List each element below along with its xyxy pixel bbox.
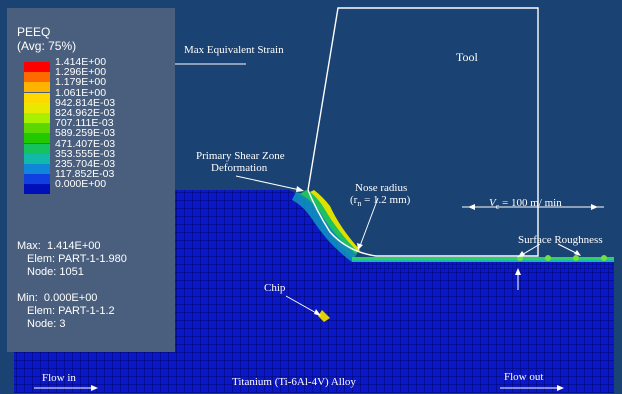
tool-label: Tool — [456, 50, 478, 64]
legend-value: 1.061E+00 — [55, 86, 107, 99]
legend-swatch — [24, 72, 50, 83]
legend-value: 353.555E-03 — [55, 147, 116, 160]
legend-value: 824.962E-03 — [55, 107, 116, 119]
legend-value: 1.179E+00 — [55, 76, 107, 89]
legend-value: 117.852E-03 — [55, 168, 115, 181]
legend-min-elem: Elem: PART-1-1.2 — [27, 305, 115, 317]
chip-marker — [318, 310, 330, 322]
legend-swatch — [24, 123, 50, 134]
peeq-legend-panel: PEEQ (Avg: 75%) 1.414E+00 1.296E+00 1.179E… — [7, 8, 175, 352]
legend-swatch — [24, 92, 50, 103]
flow-out-label: Flow out — [504, 371, 544, 383]
nose-radius-label-line2: (rn = 1.2 mm) — [350, 194, 411, 209]
cutting-velocity-label: Vc = 100 m/ min — [489, 197, 562, 212]
machined-surface-cyan — [352, 260, 614, 262]
legend-value: 235.704E-03 — [55, 158, 116, 170]
surface-roughness-label: Surface Roughness — [518, 234, 603, 246]
legend-swatch — [24, 62, 50, 72]
legend-subtitle: (Avg: 75%) — [17, 39, 77, 53]
shear-zone-yellow — [310, 190, 360, 252]
nose-radius-label-line1: Nose radius — [355, 182, 408, 194]
legend-max-line: Max: 1.414E+00 — [17, 240, 101, 252]
legend-min-line: Min: 0.000E+00 — [17, 292, 98, 304]
legend-title: PEEQ — [17, 25, 51, 39]
legend-value: 589.259E-03 — [55, 127, 116, 140]
legend-swatch — [24, 164, 50, 174]
surface-roughness-markers — [517, 255, 607, 261]
annotation-arrows — [34, 61, 604, 391]
legend-swatch — [24, 184, 50, 195]
legend-swatch — [24, 102, 50, 113]
legend-value: 471.407E-03 — [55, 137, 116, 150]
legend-value: 0.000E+00 — [55, 178, 107, 191]
legend-swatch — [24, 153, 50, 164]
max-strain-label: Max Equivalent Strain — [184, 44, 284, 56]
legend-swatch — [24, 82, 50, 93]
legend-max-elem: Elem: PART-1-1.980 — [27, 253, 127, 265]
legend-value: 1.296E+00 — [55, 66, 107, 79]
legend-swatch — [24, 174, 50, 185]
legend-value: 942.814E-03 — [55, 96, 116, 109]
legend-swatch — [24, 133, 50, 144]
legend-min-node: Node: 3 — [27, 318, 66, 330]
material-label: Titanium (Ti-6Al-4V) Alloy — [232, 376, 356, 388]
flow-in-label: Flow in — [42, 372, 76, 384]
shear-zone-green — [300, 190, 358, 254]
chip-label: Chip — [264, 282, 286, 294]
primary-shear-label-line1: Primary Shear Zone — [196, 150, 285, 162]
legend-max-node: Node: 1051 — [27, 266, 84, 278]
legend-swatch — [24, 143, 50, 154]
tool-outline — [307, 7, 539, 257]
shear-zone-gradient — [292, 192, 358, 262]
legend-value: 707.111E-03 — [55, 117, 114, 130]
legend-value: 1.414E+00 — [55, 56, 107, 68]
legend-swatch — [24, 113, 50, 123]
machined-surface-strip — [352, 257, 614, 260]
primary-shear-label-line2: Deformation — [211, 162, 268, 174]
